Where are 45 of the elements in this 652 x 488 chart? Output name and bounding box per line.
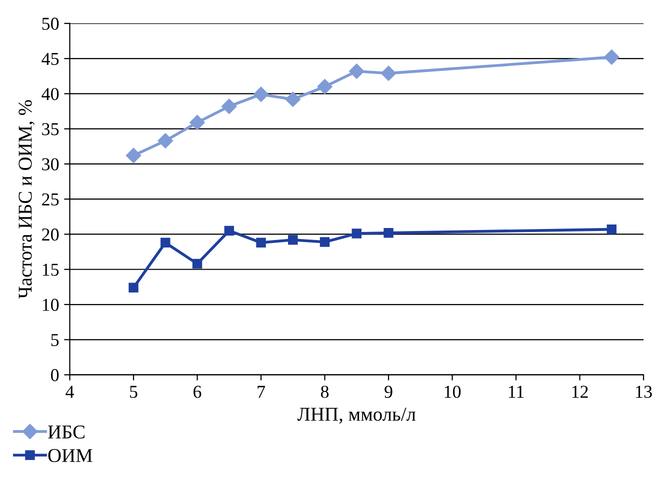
x-tick-label: 8 xyxy=(320,386,329,398)
point xyxy=(158,133,173,148)
legend-label: ОИМ xyxy=(48,449,92,462)
y-tick-label: 5 xyxy=(51,334,59,346)
point xyxy=(606,224,617,234)
y-tick-label: 40 xyxy=(42,88,59,100)
y-tick-label: 20 xyxy=(42,228,59,241)
point xyxy=(288,235,298,245)
y-tick-label: 25 xyxy=(42,193,59,206)
x-tick-label: 13 xyxy=(636,386,652,398)
point xyxy=(604,50,620,65)
x-tick-label: 7 xyxy=(258,386,266,398)
point xyxy=(352,228,362,238)
point xyxy=(349,64,364,79)
point xyxy=(126,148,142,164)
point xyxy=(160,238,170,248)
y-tick-label: 35 xyxy=(42,123,59,136)
x-tick-label: 5 xyxy=(130,386,138,398)
x-axis-title: ЛНП, ммоль/л xyxy=(297,408,416,424)
point xyxy=(128,282,138,293)
legend-label: ИБС xyxy=(48,425,84,439)
point xyxy=(253,86,269,102)
y-tick-label: 45 xyxy=(42,52,59,65)
point xyxy=(256,238,266,248)
point xyxy=(285,92,300,107)
point xyxy=(317,79,332,94)
y-axis-title: Частота ИБС и ОИМ, % xyxy=(18,100,35,299)
point xyxy=(384,228,394,238)
y-tick-label: 0 xyxy=(51,369,59,382)
x-tick-label: 10 xyxy=(444,386,461,398)
point xyxy=(380,66,396,81)
point xyxy=(222,98,237,114)
x-tick-label: 9 xyxy=(384,386,392,398)
x-tick-label: 12 xyxy=(572,386,588,398)
x-tick-label: 6 xyxy=(194,386,202,398)
point xyxy=(192,258,202,269)
y-tick-label: 15 xyxy=(42,264,59,276)
point xyxy=(190,114,205,130)
point xyxy=(224,226,234,236)
y-tick-label: 50 xyxy=(42,18,59,30)
point xyxy=(320,237,330,247)
x-tick-label: 11 xyxy=(508,386,524,398)
y-tick-label: 10 xyxy=(42,298,59,311)
x-tick-label: 4 xyxy=(66,386,74,398)
y-tick-label: 30 xyxy=(42,158,59,170)
